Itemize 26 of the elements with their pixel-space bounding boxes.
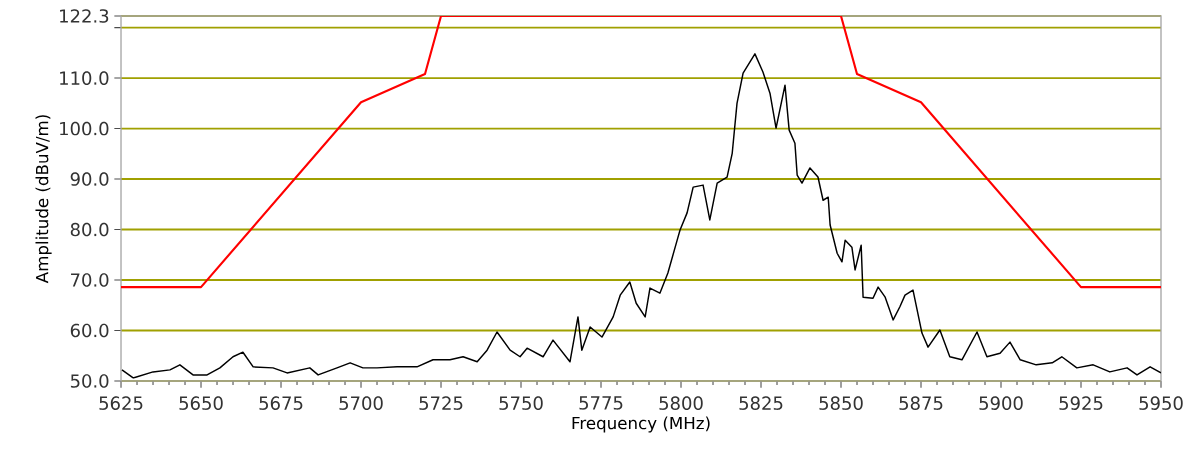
x-tick-label: 5650 xyxy=(179,396,223,410)
x-tick-label: 5750 xyxy=(499,396,543,410)
x-tick-label: 5850 xyxy=(819,396,863,410)
y-tick-label: 50.0 xyxy=(70,374,109,388)
y-tick-label: 100.0 xyxy=(60,121,109,136)
y-tick-label: 80.0 xyxy=(70,222,109,237)
line-series xyxy=(121,53,1161,379)
x-tick-label: 5725 xyxy=(419,396,463,410)
y-tick-label: 90.0 xyxy=(70,172,109,186)
x-tick-label: 5825 xyxy=(739,396,783,410)
x-tick-label: 5900 xyxy=(979,396,1023,410)
line-series xyxy=(121,15,1161,289)
y-tick-label: 70.0 xyxy=(71,273,109,287)
x-tick-label: 5675 xyxy=(259,396,303,410)
x-tick-label: 5800 xyxy=(659,396,703,410)
x-tick-label: 5700 xyxy=(339,396,383,410)
x-tick-label: 5775 xyxy=(579,396,623,410)
x-tick-label: 5925 xyxy=(1059,396,1103,410)
y-tick-label: 110.0 xyxy=(60,71,109,85)
x-tick-label: 5875 xyxy=(899,396,943,410)
x-tick-label: 5950 xyxy=(1139,396,1183,410)
y-tick-label: 60.0 xyxy=(70,323,109,338)
y-tick-label: 122.3 xyxy=(60,9,109,23)
x-tick-label: 5625 xyxy=(99,396,143,410)
x-axis-title: Frequency (MHz) xyxy=(572,416,710,433)
y-axis-title: Amplitude (dBuV/m) xyxy=(35,115,52,284)
